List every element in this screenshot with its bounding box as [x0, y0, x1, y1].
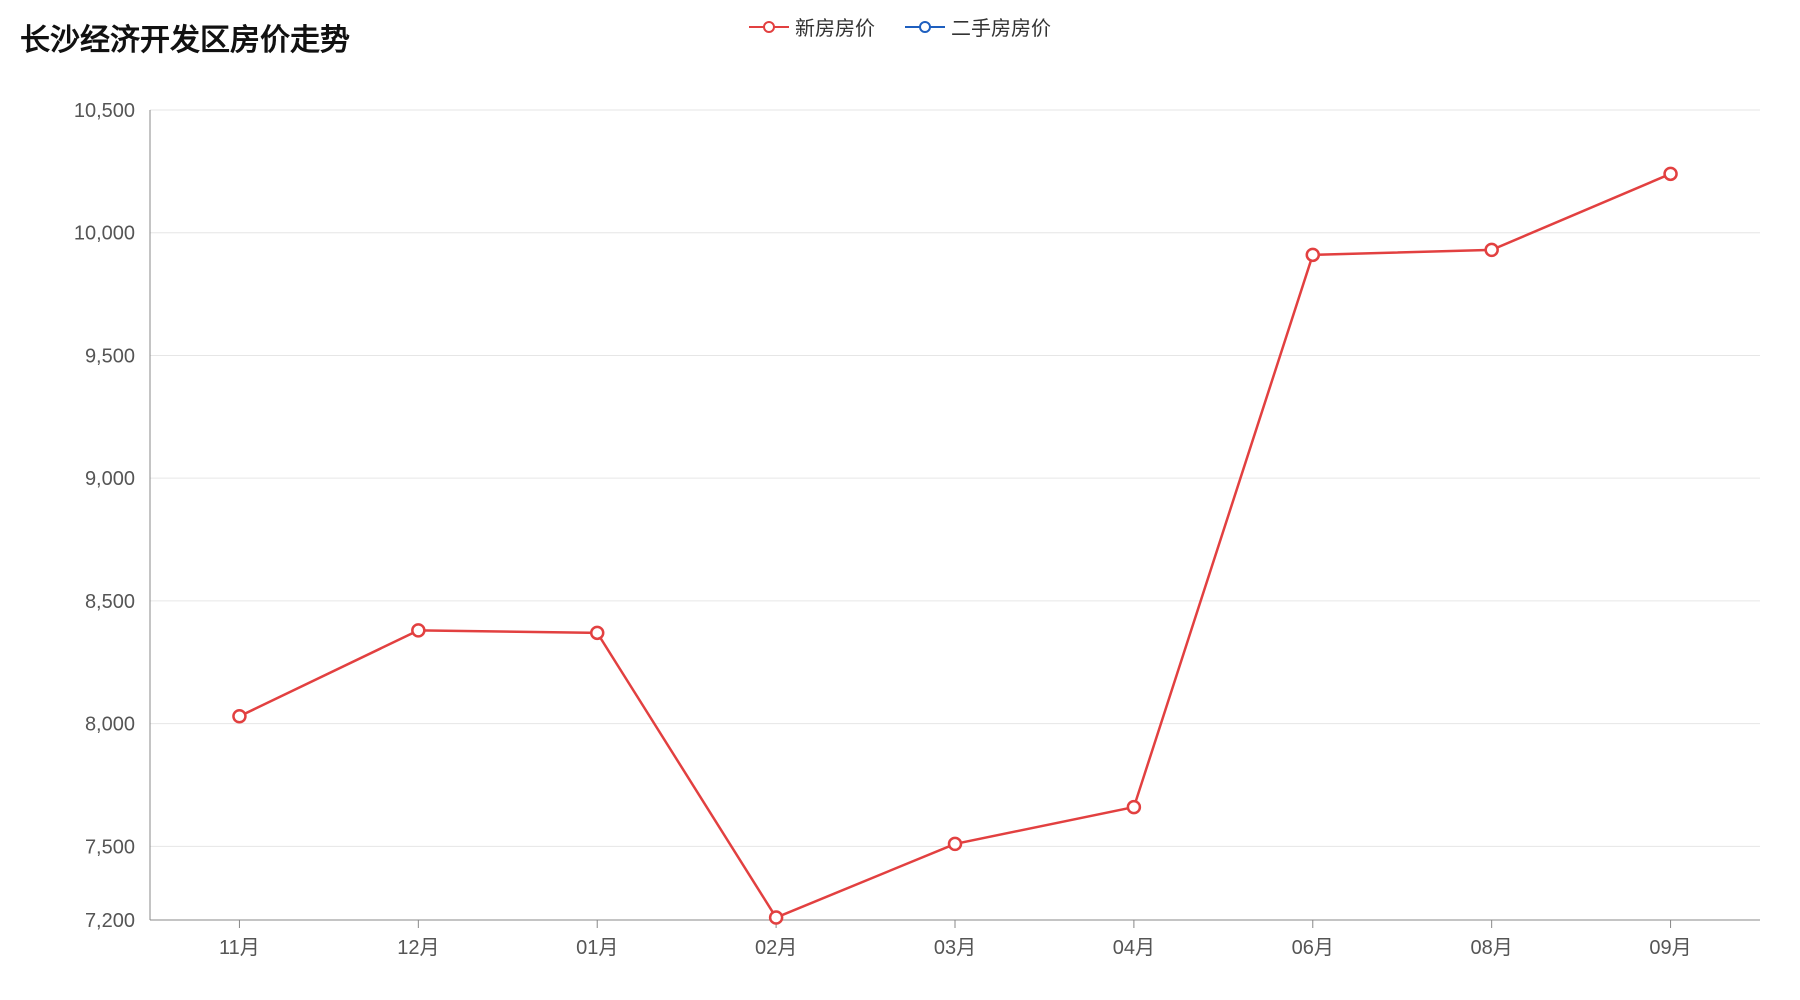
x-tick-label: 09月: [1649, 937, 1691, 959]
series-point-new[interactable]: [1307, 249, 1319, 261]
series-point-new[interactable]: [1665, 168, 1677, 180]
x-tick-label: 08月: [1471, 937, 1513, 959]
x-tick-label: 01月: [576, 937, 618, 959]
series-point-new[interactable]: [770, 912, 782, 924]
series-line-new: [239, 174, 1670, 918]
series-point-new[interactable]: [591, 627, 603, 639]
y-tick-label: 9,000: [85, 468, 135, 490]
series-point-new[interactable]: [949, 838, 961, 850]
y-tick-label: 10,000: [74, 223, 135, 245]
series-point-new[interactable]: [233, 710, 245, 722]
y-tick-label: 8,000: [85, 714, 135, 736]
series-point-new[interactable]: [1128, 801, 1140, 813]
x-tick-label: 04月: [1113, 937, 1155, 959]
x-tick-label: 02月: [755, 937, 797, 959]
x-tick-label: 12月: [397, 937, 439, 959]
y-tick-label: 7,200: [85, 910, 135, 932]
series-point-new[interactable]: [1486, 244, 1498, 256]
x-tick-label: 06月: [1292, 937, 1334, 959]
y-tick-label: 10,500: [74, 100, 135, 122]
series-point-new[interactable]: [412, 624, 424, 636]
price-trend-chart: 7,200 7,500 8,000 8,500 9,000 9,500 10,000 10,5…: [0, 0, 1800, 1000]
x-tick-label: 03月: [934, 937, 976, 959]
y-tick-label: 9,500: [85, 345, 135, 367]
x-tick-label: 11月: [219, 937, 260, 959]
y-tick-label: 8,500: [85, 591, 135, 613]
y-tick-label: 7,500: [85, 836, 135, 858]
